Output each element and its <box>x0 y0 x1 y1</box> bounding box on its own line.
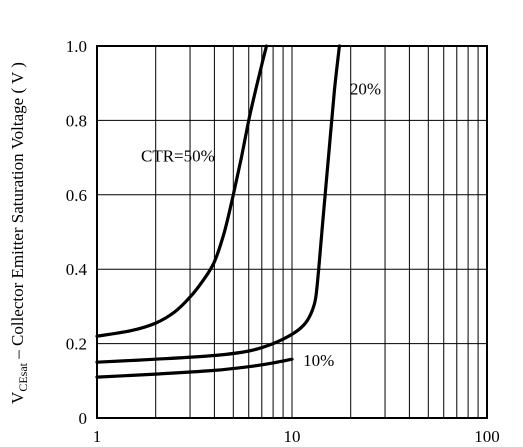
x-tick-label: 10 <box>284 427 301 446</box>
series-label: 20% <box>350 79 381 98</box>
y-tick-label: 1.0 <box>66 37 87 56</box>
plot-frame <box>96 45 488 419</box>
x-tick-label: 1 <box>93 427 102 446</box>
x-tick-label: 100 <box>474 427 500 446</box>
series-line <box>95 44 341 364</box>
series-label: CTR=50% <box>141 146 215 165</box>
series-group <box>95 44 341 379</box>
y-tick-label: 0.8 <box>66 111 87 130</box>
y-tick-label: 0.4 <box>66 260 88 279</box>
y-tick-label: 0.2 <box>66 335 87 354</box>
grid <box>97 46 487 418</box>
annotations: CTR=50% 20% 10% <box>141 79 381 370</box>
y-axis-label: VCEsat – Collector Emitter Saturation Vo… <box>8 62 30 404</box>
tick-labels: 0 0.2 0.4 0.6 0.8 1.0 1 10 100 <box>66 37 500 446</box>
series-line <box>95 357 294 379</box>
y-tick-label: 0 <box>79 409 88 428</box>
y-tick-label: 0.6 <box>66 186 87 205</box>
series-line <box>95 44 269 338</box>
series-label: 10% <box>303 351 334 370</box>
